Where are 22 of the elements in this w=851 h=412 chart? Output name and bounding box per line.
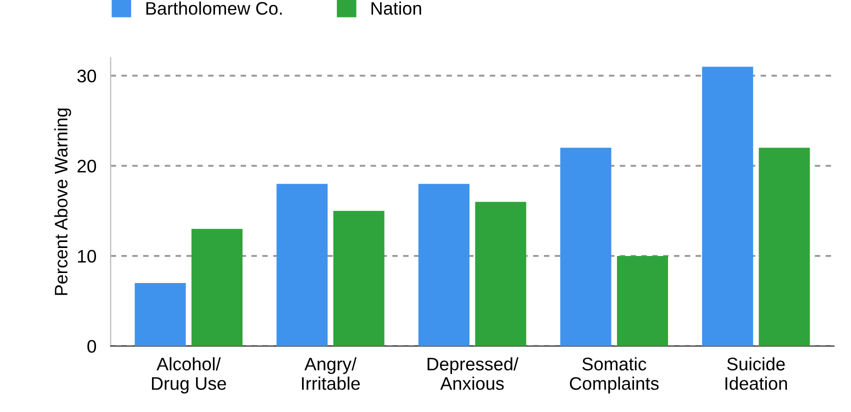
x-tick-label: Angry/ Irritable — [302, 357, 360, 390]
legend-label: Nation — [372, 2, 422, 15]
y-tick-label: 30 — [77, 70, 96, 82]
y-tick-label: 0 — [87, 340, 96, 353]
x-tick-label: Depressed/ Anxious — [428, 357, 518, 390]
bar — [134, 282, 186, 346]
y-tick-label: 10 — [78, 250, 96, 263]
legend-label: Bartholomew Co. — [146, 2, 282, 15]
x-tick-label: Alcohol/ Drug Use — [152, 357, 226, 394]
bar — [475, 202, 526, 346]
bar — [616, 256, 668, 346]
x-tick-label: Suicide Ideation — [726, 357, 787, 390]
bar — [560, 148, 612, 346]
bar — [191, 228, 243, 346]
bar — [418, 184, 470, 346]
bar — [276, 184, 328, 346]
y-axis-title: Percent Above Warning — [54, 108, 72, 295]
bar — [758, 148, 810, 346]
bar — [702, 66, 754, 346]
x-tick-label: Somatic Complaints — [570, 357, 659, 394]
bar — [333, 210, 384, 346]
y-tick-label: 20 — [78, 160, 96, 173]
